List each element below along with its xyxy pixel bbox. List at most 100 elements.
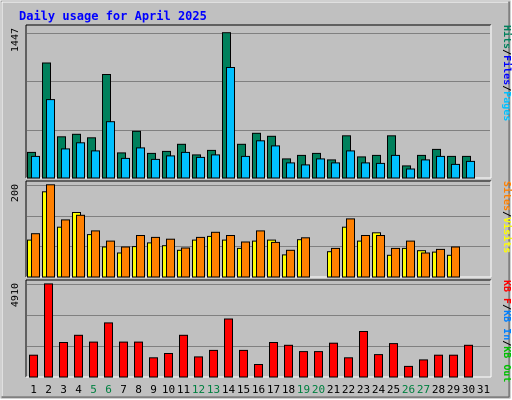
- bar-sites-day-15: [241, 241, 250, 278]
- legend-label: KB Out: [501, 346, 512, 382]
- visits-sites-panel: 200 Sites/Visits: [10, 180, 512, 278]
- bar-kb-f-day-3: [59, 342, 68, 378]
- x-axis-day-labels: 1 2 3 4 5 6 7 8 9 10 11 12 13 14 15 16 17 18 19 20 21 22 23 24 2…: [30, 383, 490, 396]
- chart-title: Daily usage for April 2025: [19, 9, 207, 23]
- bar-sites-day-22: [346, 218, 355, 278]
- y-max-label: 4910: [10, 283, 21, 307]
- bar-kb-f-day-27: [419, 359, 428, 378]
- plot-area: [26, 280, 491, 377]
- x-tick-label: 15: [237, 383, 250, 396]
- x-tick-label: 13: [207, 383, 220, 396]
- bar-kb-f-day-19: [299, 351, 308, 378]
- x-tick-label: 27: [417, 383, 430, 396]
- legend-label: /: [501, 304, 512, 310]
- x-tick-label: 1: [30, 383, 37, 396]
- y-max-label: 200: [10, 184, 21, 202]
- bar-sites-day-27: [421, 252, 430, 278]
- legend-label: Files: [501, 55, 512, 85]
- bar-sites-day-5: [91, 230, 100, 278]
- x-tick-label: 14: [222, 383, 236, 396]
- x-tick-label: 25: [387, 383, 400, 396]
- x-tick-label: 8: [135, 383, 142, 396]
- bar-files-day-8: [136, 147, 145, 179]
- bar-files-day-16: [256, 140, 265, 179]
- bar-files-day-28: [436, 155, 445, 179]
- x-tick-label: 3: [60, 383, 67, 396]
- legend-label: KB In: [501, 310, 512, 340]
- bar-files-day-25: [391, 154, 400, 179]
- x-tick-label: 17: [267, 383, 280, 396]
- legend-label: /: [501, 211, 512, 217]
- x-tick-label: 23: [357, 383, 370, 396]
- bar-kb-f-day-6: [104, 322, 113, 378]
- bar-files-day-20: [316, 158, 325, 179]
- bar-kb-f-day-1: [29, 354, 38, 378]
- bar-sites-day-26: [406, 240, 415, 278]
- bar-files-day-9: [151, 158, 160, 179]
- x-tick-label: 29: [447, 383, 460, 396]
- bar-kb-f-day-23: [359, 331, 368, 378]
- bar-sites-day-1: [31, 233, 40, 278]
- bar-kb-f-day-17: [269, 342, 278, 378]
- bar-kb-f-day-12: [194, 356, 203, 378]
- bar-kb-f-day-21: [329, 342, 338, 378]
- bar-files-day-4: [76, 142, 85, 179]
- bar-sites-day-3: [61, 219, 70, 278]
- legend-label: /: [501, 340, 512, 346]
- bar-kb-f-day-7: [119, 341, 128, 378]
- y-max-label: 1447: [10, 28, 21, 52]
- bar-sites-day-13: [211, 231, 220, 278]
- bar-files-day-18: [286, 162, 295, 179]
- bar-files-day-3: [61, 148, 70, 179]
- bar-files-day-15: [241, 155, 250, 179]
- bar-files-day-2: [46, 99, 55, 179]
- bar-files-day-19: [301, 164, 310, 179]
- x-tick-label: 22: [342, 383, 355, 396]
- legend-label: Sites: [501, 181, 512, 211]
- legend-label: /: [501, 49, 512, 55]
- kbytes-panel: 4910 KB F/KB In/KB Out: [10, 279, 512, 382]
- x-tick-label: 30: [462, 383, 475, 396]
- bar-files-day-29: [451, 163, 460, 179]
- bar-files-day-5: [91, 150, 100, 179]
- bar-kb-f-day-13: [209, 349, 218, 378]
- x-tick-label: 31: [477, 383, 490, 396]
- legend-label: Visits: [501, 217, 512, 253]
- bar-kb-f-day-18: [284, 344, 293, 378]
- bar-files-day-12: [196, 156, 205, 179]
- x-tick-label: 28: [432, 383, 445, 396]
- series-legend: KB F/KB In/KB Out: [501, 280, 512, 382]
- bar-sites-day-29: [451, 246, 460, 278]
- bar-sites-day-19: [301, 237, 310, 278]
- bar-kb-f-day-15: [239, 349, 248, 378]
- bar-files-day-23: [361, 162, 370, 179]
- bar-sites-day-28: [436, 248, 445, 278]
- bar-files-day-11: [181, 151, 190, 179]
- bar-kb-f-day-10: [164, 353, 173, 378]
- bar-sites-day-23: [361, 235, 370, 278]
- bar-kb-f-day-29: [449, 354, 458, 378]
- x-tick-label: 12: [192, 383, 205, 396]
- bar-sites-day-16: [256, 230, 265, 278]
- bar-files-day-13: [211, 154, 220, 179]
- bar-kb-f-day-16: [254, 364, 263, 378]
- bar-sites-day-14: [226, 235, 235, 278]
- x-tick-label: 6: [105, 383, 112, 396]
- bar-sites-day-10: [166, 238, 175, 278]
- bar-sites-day-12: [196, 236, 205, 278]
- x-tick-label: 16: [252, 383, 265, 396]
- bar-kb-f-day-4: [74, 334, 83, 378]
- x-tick-label: 18: [282, 383, 295, 396]
- hits-files-panel: 1447 Hits/Files/Pages: [10, 24, 512, 179]
- bar-files-day-14: [226, 67, 235, 179]
- bar-sites-day-7: [121, 246, 130, 278]
- bar-files-day-1: [31, 155, 40, 179]
- bar-files-day-24: [376, 162, 385, 179]
- x-tick-label: 2: [45, 383, 52, 396]
- bar-files-day-17: [271, 145, 280, 179]
- x-tick-label: 10: [162, 383, 175, 396]
- bar-files-day-6: [106, 121, 115, 179]
- bar-sites-day-18: [286, 249, 295, 278]
- bar-kb-f-day-14: [224, 318, 233, 378]
- bar-files-day-30: [466, 160, 475, 179]
